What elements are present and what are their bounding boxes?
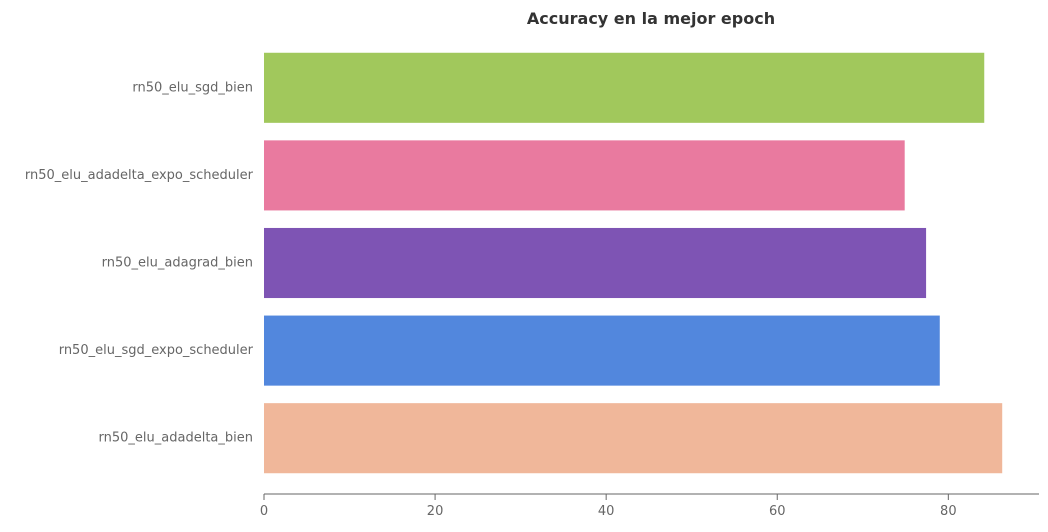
x-tick-label: 40 [598,504,615,519]
bar-rn50_elu_adadelta_bien [264,403,1003,474]
bar-rn50_elu_sgd_bien [264,52,985,123]
category-label: rn50_elu_adadelta_bien [99,431,253,446]
x-tick-label: 80 [940,504,957,519]
chart-title: Accuracy en la mejor epoch [527,9,775,28]
bars-group [264,52,1003,474]
x-tick-label: 20 [427,504,444,519]
category-label: rn50_elu_adagrad_bien [102,256,253,271]
category-label: rn50_elu_sgd_expo_scheduler [59,343,254,358]
x-tick-label: 60 [769,504,786,519]
category-labels-group: rn50_elu_sgd_bien rn50_elu_adadelta_expo_… [25,80,254,445]
category-label: rn50_elu_adadelta_expo_scheduler [25,168,254,183]
bar-rn50_elu_sgd_expo_scheduler [264,315,940,386]
bar-rn50_elu_adagrad_bien [264,227,927,299]
x-axis-ticks-group: 0 20 40 60 80 [260,494,957,519]
x-tick-label: 0 [260,504,268,519]
category-label: rn50_elu_sgd_bien [132,80,253,95]
bar-rn50_elu_adadelta_expo_scheduler [264,140,905,211]
